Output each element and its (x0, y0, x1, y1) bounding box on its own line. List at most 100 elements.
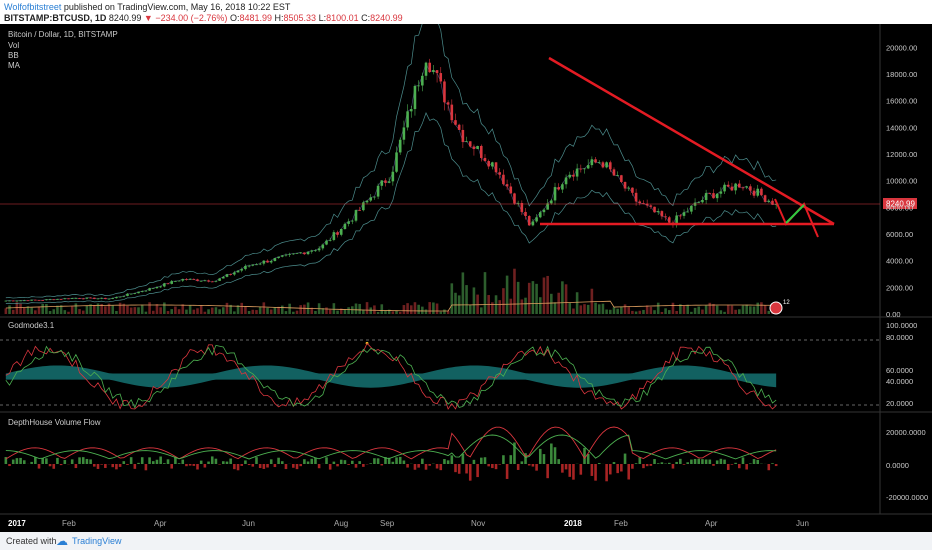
volume-bar (690, 311, 693, 314)
volume-bar (421, 306, 424, 314)
flow-bar (498, 464, 502, 465)
flow-bar (251, 464, 255, 467)
chart-area[interactable]: Bitcoin / Dollar, 1D, BITSTAMP Vol BB MA… (0, 6, 932, 532)
candle-body (620, 175, 623, 182)
volume-bar (380, 304, 384, 314)
flow-bar (93, 464, 96, 467)
volume-bar (163, 302, 166, 314)
candle-body (546, 203, 549, 210)
volume-bar (30, 307, 33, 314)
flow-bar (424, 464, 428, 470)
flow-bar (494, 464, 498, 470)
chart-svg[interactable]: Bitcoin / Dollar, 1D, BITSTAMP Vol BB MA… (0, 6, 932, 532)
candle-body (41, 300, 44, 301)
volume-bar (667, 310, 671, 314)
volume-badge-icon[interactable] (769, 301, 783, 315)
flow-axis-label: -20000.0000 (886, 493, 928, 502)
volume-bar (734, 309, 737, 314)
candle-body (572, 174, 575, 177)
flow-bar (609, 464, 612, 475)
volume-bar (151, 310, 155, 314)
flow-bar (137, 462, 140, 464)
flow-bar (133, 464, 137, 469)
flow-sell-line (5, 426, 777, 460)
volume-bar (424, 309, 428, 314)
candle-body (697, 202, 701, 204)
tradingview-brand[interactable]: TradingView (72, 536, 122, 546)
volume-bar (247, 310, 251, 314)
descending-trendline[interactable] (548, 56, 835, 226)
volume-bar (240, 302, 244, 314)
volume-bar (454, 292, 457, 314)
volume-bar (126, 305, 129, 314)
flow-bar (15, 458, 19, 464)
candle-body (708, 193, 712, 194)
candle-body (734, 183, 737, 191)
volume-bar (244, 306, 247, 314)
candle-body (704, 193, 708, 200)
candle-body (513, 193, 516, 204)
flow-bar (78, 457, 81, 464)
price-axis-label: 14000.00 (886, 123, 917, 132)
volume-bar (225, 302, 229, 314)
volume-bar (760, 302, 763, 314)
oscillator-axis-label: 80.0000 (886, 333, 913, 342)
volume-bar (561, 281, 564, 314)
price-axis-label: 16000.00 (886, 97, 917, 106)
flow-bar (37, 464, 41, 469)
bb-lower-line (5, 112, 777, 304)
candle-body (424, 62, 428, 76)
volume-bar (140, 304, 144, 314)
volume-bar (354, 303, 358, 314)
godmode-title: Godmode3.1 (8, 321, 55, 330)
projection-red[interactable] (774, 198, 819, 238)
candle-body (597, 162, 601, 164)
candle-body (520, 202, 524, 212)
volume-bar (133, 307, 137, 314)
volume-bar (446, 310, 450, 314)
candle-body (679, 215, 682, 217)
flow-bar (336, 464, 339, 467)
candle-body (590, 159, 594, 166)
flow-bar (516, 464, 520, 470)
candle-body (752, 190, 756, 196)
flow-bar (491, 464, 494, 469)
projection-green[interactable] (785, 204, 805, 224)
candle-body (472, 146, 476, 150)
candle-body (303, 252, 306, 255)
volume-bar (277, 306, 280, 314)
volume-bar (203, 311, 207, 314)
volume-bar (395, 310, 398, 314)
candle-body (111, 298, 115, 299)
flow-bar (210, 456, 214, 464)
legend-vol: Vol (8, 41, 19, 50)
flow-bar (391, 461, 395, 464)
flow-bar (642, 464, 645, 469)
volume-bar (715, 305, 719, 314)
candle-body (715, 193, 719, 199)
volume-bar (623, 304, 627, 314)
oscillator-axis-label: 40.0000 (886, 377, 913, 386)
candle-body (52, 299, 56, 301)
volume-bar (638, 310, 642, 314)
y-axis-ticks: 20000.00 18000.00 16000.00 14000.00 12000.00… (886, 43, 928, 502)
volume-bar (122, 303, 126, 314)
volume-bar (107, 303, 111, 314)
candle-body (406, 111, 409, 128)
candle-body (535, 217, 538, 222)
flow-bar (693, 458, 697, 464)
volume-bar (406, 303, 409, 314)
volume-bar (207, 309, 210, 314)
candle-body (185, 279, 188, 280)
candle-body (575, 168, 579, 177)
flow-bar (538, 448, 542, 464)
flow-bar (387, 457, 391, 464)
flow-bar (697, 458, 701, 464)
candle-body (19, 300, 22, 302)
volume-bar (653, 310, 656, 314)
flow-bar (513, 442, 516, 464)
time-axis-label: Nov (471, 519, 485, 528)
candle-body (446, 102, 450, 105)
author-link[interactable]: Wolfofbitstreet (4, 2, 62, 12)
volume-bar (266, 307, 269, 314)
